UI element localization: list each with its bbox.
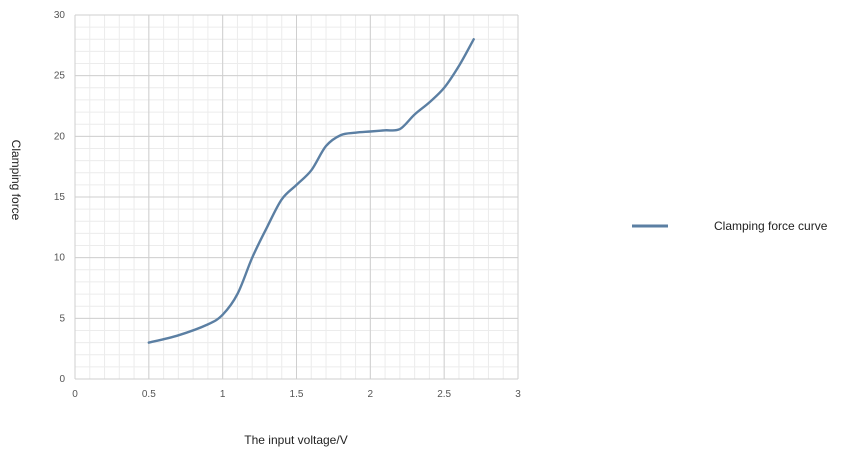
y-tick-label: 15 [54,192,66,203]
y-axis-label: Clamping force [9,140,23,221]
x-tick-label: 2 [368,389,374,400]
legend-label: Clamping force curve [714,219,828,233]
major-grid [74,14,519,380]
y-tick-label: 0 [59,374,65,385]
y-tick-label: 20 [54,131,66,142]
y-tick-label: 30 [54,10,66,21]
legend: Clamping force curve [632,219,828,233]
series-line-clamping-force [147,38,475,344]
y-tick-label: 5 [59,313,65,324]
x-tick-label: 0 [72,389,78,400]
x-axis-label: The input voltage/V [244,433,347,447]
x-tick-label: 3 [515,389,521,400]
y-tick-labels: 0 5 10 15 20 25 30 [54,10,66,385]
x-tick-labels: 0 0.5 1 1.5 2 2.5 3 [72,389,521,400]
series-layer [147,38,475,344]
x-tick-label: 0.5 [142,389,156,400]
x-tick-label: 1.5 [290,389,304,400]
y-tick-label: 25 [54,71,66,82]
x-tick-label: 2.5 [437,389,451,400]
y-tick-label: 10 [54,253,66,264]
x-tick-label: 1 [220,389,226,400]
